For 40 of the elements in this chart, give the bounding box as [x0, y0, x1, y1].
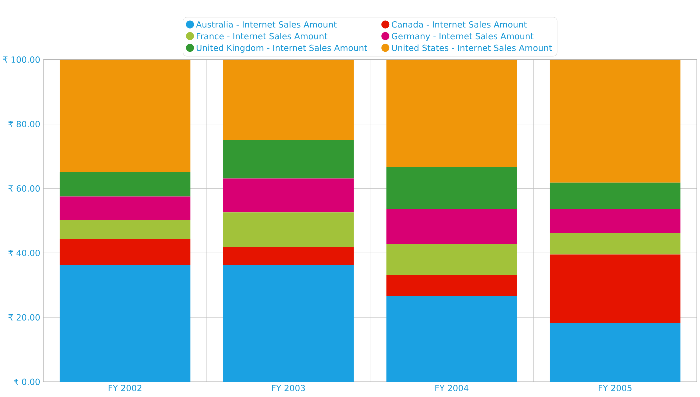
x-tick-label: FY 2005	[598, 385, 632, 392]
y-tick-label: ₹ 20.00	[8, 314, 40, 321]
y-tick-label: ₹ 100.00	[3, 56, 40, 64]
bar	[60, 196, 191, 220]
bar	[60, 238, 191, 266]
legend-label: Australia - Internet Sales Amount	[196, 21, 337, 28]
bar	[386, 167, 518, 210]
bar	[386, 275, 518, 296]
legend-label: United States - Internet Sales Amount	[392, 44, 552, 52]
legend-label: Germany - Internet Sales Amount	[392, 33, 534, 42]
y-tick-label: ₹ 80.00	[8, 121, 40, 128]
y-tick-label: ₹ 60.00	[8, 186, 40, 192]
bar	[223, 60, 354, 140]
bar	[60, 60, 191, 172]
bar	[386, 209, 518, 244]
bar	[550, 233, 681, 255]
y-tick-label: ₹ 0.00	[14, 378, 40, 386]
x-tick-label: FY 2004	[436, 385, 469, 392]
bar	[386, 296, 518, 382]
legend-label: United Kingdom - Internet Sales Amount	[196, 44, 368, 53]
bar	[223, 265, 354, 382]
x-tick-label: FY 2002	[108, 385, 142, 392]
bar	[223, 178, 354, 213]
x-tick-label: FY 2003	[272, 385, 306, 392]
bar	[223, 247, 354, 266]
bar	[386, 60, 518, 168]
legend-label: Canada - Internet Sales Amount	[392, 21, 528, 28]
bar	[550, 182, 681, 210]
y-tick-label: ₹ 40.00	[8, 250, 40, 256]
bar	[550, 323, 681, 382]
bar	[386, 244, 518, 276]
bar	[550, 60, 681, 183]
legend-label: France - Internet Sales Amount	[197, 33, 328, 40]
bar	[550, 254, 681, 324]
bar	[550, 209, 681, 234]
bar	[60, 220, 191, 239]
bar	[223, 140, 354, 179]
bar	[60, 172, 191, 197]
bar	[223, 212, 354, 248]
bar	[60, 265, 191, 382]
